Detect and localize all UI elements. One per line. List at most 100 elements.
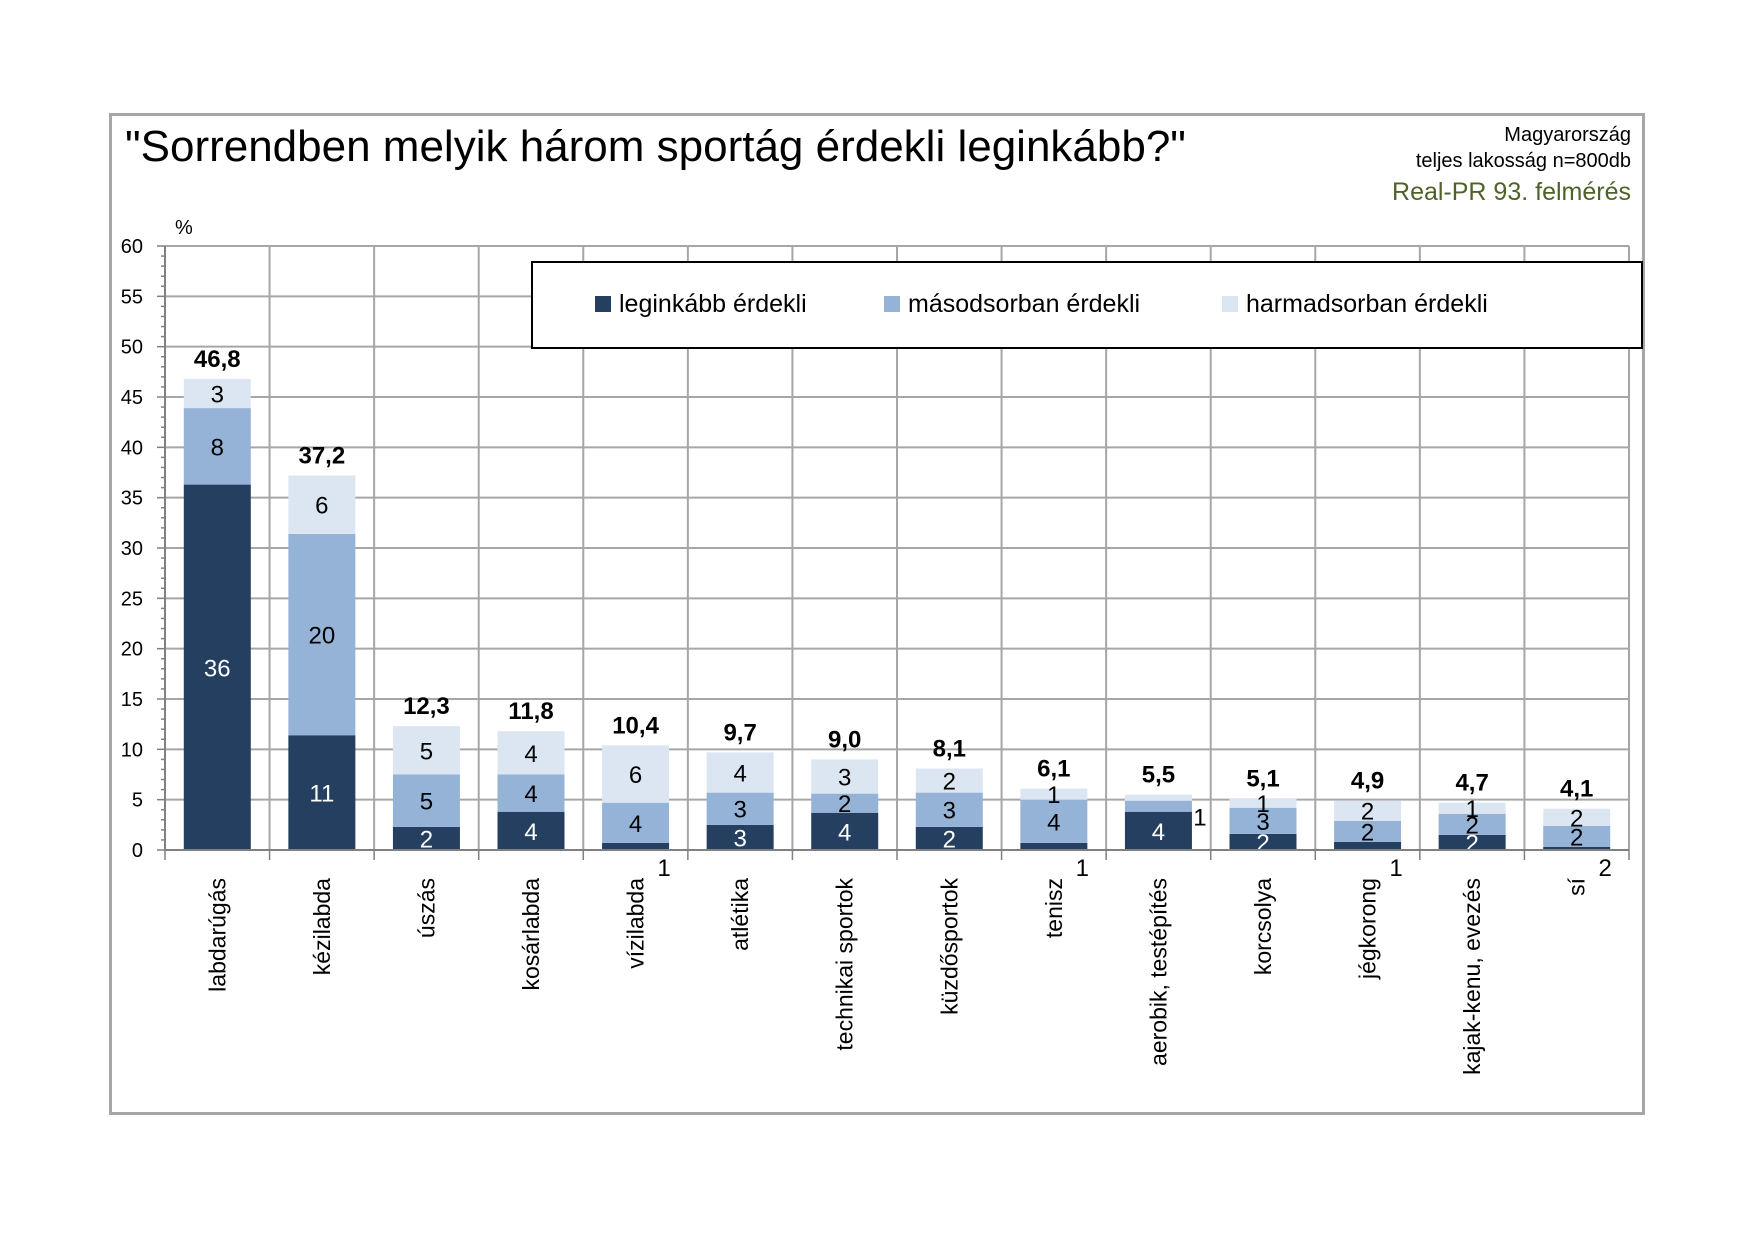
y-tick-label: 0 (132, 840, 143, 862)
segment-data-label: 3 (211, 381, 224, 408)
bar-segment-s2 (392, 774, 460, 827)
bar-segment-s3 (1229, 798, 1297, 808)
segment-data-label: 11 (309, 781, 334, 808)
bar-segment-s1 (1020, 842, 1088, 850)
y-tick-label: 20 (121, 639, 143, 661)
bar-segment-s2 (288, 533, 356, 736)
bar-segment-s3 (392, 726, 460, 775)
segment-data-label: 2 (1361, 799, 1374, 826)
bar-segment-s2 (1124, 800, 1192, 812)
segment-data-label: 20 (309, 623, 336, 650)
y-tick-label: 30 (121, 538, 143, 560)
segment-data-label: 5 (420, 789, 433, 816)
bar-segment-s1 (602, 842, 670, 850)
bar-segment-s3 (183, 378, 251, 409)
bar-segment-s2 (183, 408, 251, 485)
bar-segment-s1 (1438, 834, 1506, 850)
bar-segment-s3 (1543, 808, 1611, 826)
bar-segment-s3 (1124, 794, 1192, 801)
category-label: aerobik, testépítés (1145, 878, 1171, 1066)
y-tick-label: 50 (121, 337, 143, 359)
bar-segment-s2 (1020, 799, 1088, 843)
category-label: kosárlabda (518, 878, 544, 991)
y-tick-label: 15 (121, 689, 143, 711)
legend-box (531, 261, 1643, 349)
legend-label-s2: másodsorban érdekli (908, 290, 1140, 318)
y-tick-label: 45 (121, 387, 143, 409)
bar-segment-s3 (602, 745, 670, 803)
legend-swatch-s2 (884, 296, 900, 312)
total-data-label: 12,3 (403, 693, 450, 720)
survey-country: Magyarország (1504, 124, 1631, 146)
segment-data-label: 36 (204, 655, 231, 682)
total-data-label: 4,9 (1351, 768, 1384, 795)
bar-segment-s1 (706, 824, 774, 850)
segment-data-label: 2 (943, 826, 956, 853)
legend-label-s3: harmadsorban érdekli (1246, 290, 1488, 318)
segment-data-label: 3 (1256, 809, 1269, 836)
segment-data-label: 3 (733, 797, 746, 824)
y-tick-label: 25 (121, 588, 143, 610)
total-data-label: 6,1 (1037, 756, 1070, 783)
category-label: küzdősportok (936, 878, 962, 1015)
legend-swatch-s1 (595, 296, 611, 312)
bar-segment-s3 (1438, 802, 1506, 814)
category-label: korcsolya (1250, 878, 1276, 975)
category-label: labdarúgás (204, 878, 230, 992)
chart-title: "Sorrendben melyik három sportág érdekli… (125, 122, 1186, 171)
segment-data-label: 1 (1076, 855, 1089, 882)
bar-segment-s2 (497, 774, 565, 812)
total-data-label: 37,2 (298, 443, 345, 470)
segment-data-label: 5 (420, 738, 433, 765)
category-label: kézilabda (309, 878, 335, 975)
segment-data-label: 4 (524, 819, 537, 846)
segment-data-label: 2 (838, 791, 851, 818)
bar-segment-s2 (811, 793, 879, 813)
bar-segment-s1 (497, 811, 565, 850)
legend: leginkább érdekli másodsorban érdekli harm… (531, 261, 1643, 349)
segment-data-label: 2 (420, 826, 433, 853)
segment-data-label: 4 (1047, 809, 1060, 836)
category-label: kajak-kenu, evezés (1459, 878, 1485, 1075)
bar-segment-s3 (497, 731, 565, 775)
bar-segment-s2 (1543, 825, 1611, 847)
segment-data-label: 1 (1256, 791, 1269, 818)
segment-data-label: 2 (1599, 855, 1612, 882)
bar-segment-s1 (392, 826, 460, 850)
bar-segment-s1 (915, 826, 983, 850)
segment-data-label: 4 (524, 781, 537, 808)
bar-segment-s1 (183, 484, 251, 850)
segment-data-label: 4 (524, 741, 537, 768)
bar-segment-s2 (1229, 807, 1297, 834)
segment-data-label: 6 (629, 762, 642, 789)
bar-segment-s3 (811, 759, 879, 794)
total-data-label: 11,8 (508, 698, 553, 725)
bar-segment-s2 (602, 802, 670, 843)
category-label: jégkorong (1355, 878, 1381, 980)
bar-segment-s1 (1334, 841, 1402, 850)
bar-segment-s3 (1334, 800, 1402, 821)
segment-data-label: 4 (1152, 819, 1165, 846)
category-label: technikai sportok (832, 878, 858, 1051)
y-tick-label: 10 (121, 739, 143, 761)
total-data-label: 46,8 (194, 346, 241, 373)
y-axis-label: % (175, 217, 193, 239)
category-label: vízilabda (623, 878, 649, 969)
bar-segment-s1 (1229, 833, 1297, 850)
total-data-label: 8,1 (933, 735, 966, 762)
survey-sample: teljes lakosság n=800db (1415, 150, 1631, 172)
total-data-label: 5,5 (1142, 762, 1175, 789)
y-tick-label: 40 (121, 437, 143, 459)
segment-data-label: 4 (838, 819, 851, 846)
y-tick-label: 5 (132, 790, 143, 812)
bar-segment-s1 (1543, 846, 1611, 850)
category-label: tenisz (1041, 878, 1067, 938)
segment-data-label: 6 (315, 493, 328, 520)
segment-data-label: 4 (733, 760, 746, 787)
segment-data-label: 2 (943, 769, 956, 796)
segment-data-label: 2 (1465, 812, 1478, 839)
bars-layer: 368346,81120637,225512,344411,814610,433… (183, 346, 1612, 882)
bar-segment-s2 (706, 792, 774, 825)
